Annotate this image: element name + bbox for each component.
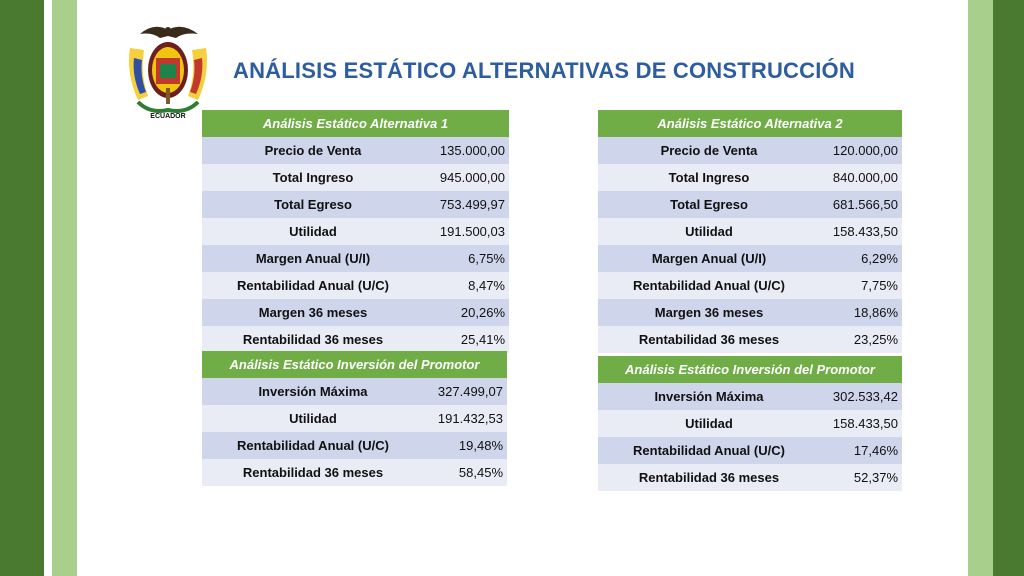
table-row: Total Ingreso 945.000,00 — [202, 164, 509, 191]
row-value: 191.500,03 — [424, 218, 509, 245]
table-row: Inversión Máxima 327.499,07 — [202, 378, 507, 405]
table-header: Análisis Estático Inversión del Promotor — [202, 351, 507, 378]
table-row: Utilidad 158.433,50 — [598, 218, 902, 245]
table-row: Total Ingreso 840.000,00 — [598, 164, 902, 191]
row-label: Utilidad — [202, 218, 424, 245]
table-row: Total Egreso 753.499,97 — [202, 191, 509, 218]
row-label: Margen Anual (U/I) — [202, 245, 424, 272]
table-row: Margen 36 meses 18,86% — [598, 299, 902, 326]
table-row: Rentabilidad Anual (U/C) 19,48% — [202, 432, 507, 459]
row-value: 191.432,53 — [424, 405, 507, 432]
table-header-row: Análisis Estático Inversión del Promotor — [202, 351, 507, 378]
row-label: Utilidad — [202, 405, 424, 432]
table-row: Utilidad 191.432,53 — [202, 405, 507, 432]
row-label: Inversión Máxima — [202, 378, 424, 405]
table-row: Margen Anual (U/I) 6,75% — [202, 245, 509, 272]
row-value: 52,37% — [820, 464, 902, 491]
row-label: Total Egreso — [202, 191, 424, 218]
row-label: Rentabilidad Anual (U/C) — [598, 437, 820, 464]
row-label: Margen Anual (U/I) — [598, 245, 820, 272]
row-label: Inversión Máxima — [598, 383, 820, 410]
table-row: Rentabilidad 36 meses 52,37% — [598, 464, 902, 491]
row-value: 681.566,50 — [820, 191, 902, 218]
page-title: ANÁLISIS ESTÁTICO ALTERNATIVAS DE CONSTR… — [233, 58, 855, 83]
ecuador-coat-of-arms-icon: ECUADOR — [129, 26, 207, 120]
table-row: Inversión Máxima 302.533,42 — [598, 383, 902, 410]
table-header: Análisis Estático Alternativa 2 — [598, 110, 902, 137]
row-label: Precio de Venta — [202, 137, 424, 164]
row-label: Rentabilidad 36 meses — [202, 326, 424, 353]
table-row: Rentabilidad Anual (U/C) 8,47% — [202, 272, 509, 299]
row-label: Total Ingreso — [202, 164, 424, 191]
row-value: 158.433,50 — [820, 410, 902, 437]
row-label: Total Ingreso — [598, 164, 820, 191]
table-row: Precio de Venta 120.000,00 — [598, 137, 902, 164]
table-header-row: Análisis Estático Inversión del Promotor — [598, 356, 902, 383]
row-label: Utilidad — [598, 410, 820, 437]
row-value: 158.433,50 — [820, 218, 902, 245]
table-row: Utilidad 191.500,03 — [202, 218, 509, 245]
table-row: Rentabilidad 36 meses 23,25% — [598, 326, 902, 353]
row-value: 19,48% — [424, 432, 507, 459]
table-row: Rentabilidad 36 meses 58,45% — [202, 459, 507, 486]
row-label: Rentabilidad Anual (U/C) — [598, 272, 820, 299]
alternative-2-table: Análisis Estático Alternativa 2 Precio de… — [598, 110, 902, 353]
table-row: Rentabilidad Anual (U/C) 7,75% — [598, 272, 902, 299]
row-label: Rentabilidad 36 meses — [202, 459, 424, 486]
row-label: Utilidad — [598, 218, 820, 245]
alternative-1-table: Análisis Estático Alternativa 1 Precio de… — [202, 110, 509, 353]
row-value: 327.499,07 — [424, 378, 507, 405]
row-label: Margen 36 meses — [202, 299, 424, 326]
left-light-bar — [52, 0, 77, 576]
row-value: 23,25% — [820, 326, 902, 353]
table-row: Rentabilidad 36 meses 25,41% — [202, 326, 509, 353]
row-value: 945.000,00 — [424, 164, 509, 191]
table-row: Rentabilidad Anual (U/C) 17,46% — [598, 437, 902, 464]
row-label: Margen 36 meses — [598, 299, 820, 326]
row-value: 120.000,00 — [820, 137, 902, 164]
table-header-row: Análisis Estático Alternativa 2 — [598, 110, 902, 137]
row-label: Rentabilidad 36 meses — [598, 326, 820, 353]
right-dark-bar — [993, 0, 1024, 576]
left-dark-bar — [0, 0, 44, 576]
row-label: Rentabilidad Anual (U/C) — [202, 272, 424, 299]
row-value: 840.000,00 — [820, 164, 902, 191]
row-label: Total Egreso — [598, 191, 820, 218]
promoter-1-table: Análisis Estático Inversión del Promotor… — [202, 351, 507, 486]
table-header: Análisis Estático Inversión del Promotor — [598, 356, 902, 383]
table-row: Margen Anual (U/I) 6,29% — [598, 245, 902, 272]
row-value: 302.533,42 — [820, 383, 902, 410]
table-header: Análisis Estático Alternativa 1 — [202, 110, 509, 137]
row-value: 135.000,00 — [424, 137, 509, 164]
row-label: Precio de Venta — [598, 137, 820, 164]
row-value: 8,47% — [424, 272, 509, 299]
promoter-2-table: Análisis Estático Inversión del Promotor… — [598, 356, 902, 491]
logo-caption: ECUADOR — [150, 113, 185, 120]
row-value: 17,46% — [820, 437, 902, 464]
table-header-row: Análisis Estático Alternativa 1 — [202, 110, 509, 137]
table-row: Utilidad 158.433,50 — [598, 410, 902, 437]
row-label: Rentabilidad Anual (U/C) — [202, 432, 424, 459]
row-label: Rentabilidad 36 meses — [598, 464, 820, 491]
right-light-bar — [968, 0, 993, 576]
table-row: Margen 36 meses 20,26% — [202, 299, 509, 326]
table-row: Total Egreso 681.566,50 — [598, 191, 902, 218]
row-value: 6,75% — [424, 245, 509, 272]
row-value: 18,86% — [820, 299, 902, 326]
table-row: Precio de Venta 135.000,00 — [202, 137, 509, 164]
row-value: 753.499,97 — [424, 191, 509, 218]
row-value: 25,41% — [424, 326, 509, 353]
row-value: 58,45% — [424, 459, 507, 486]
row-value: 7,75% — [820, 272, 902, 299]
row-value: 20,26% — [424, 299, 509, 326]
row-value: 6,29% — [820, 245, 902, 272]
